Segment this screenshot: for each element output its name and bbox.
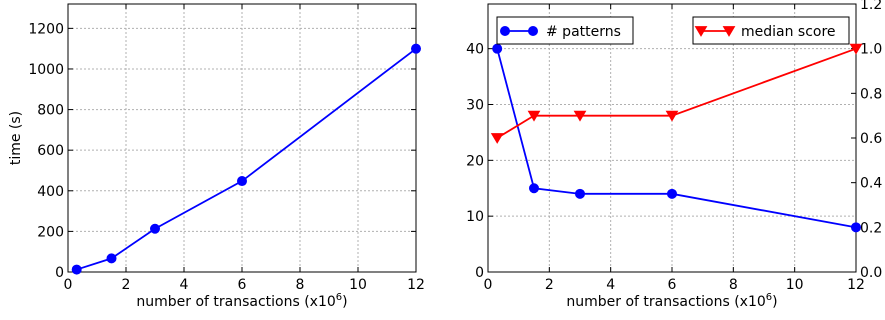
y-tick-label-right: 0.0 <box>860 265 882 281</box>
data-point <box>150 223 160 234</box>
y-tick-label: 0 <box>55 265 64 281</box>
data-point <box>527 110 541 122</box>
legend-label: median score <box>741 24 836 40</box>
y-tick-label-right: 1.0 <box>860 42 882 58</box>
legend-marker <box>528 26 538 36</box>
data-point <box>849 43 863 55</box>
x-tick-label: 8 <box>296 277 305 293</box>
y-tick-label: 200 <box>37 224 64 240</box>
x-tick-label: 4 <box>606 277 615 293</box>
data-point <box>71 264 82 275</box>
y-tick-label: 800 <box>37 103 64 119</box>
data-point <box>851 222 861 233</box>
x-tick-label: 6 <box>668 277 677 293</box>
x-tick-label: 10 <box>786 277 804 293</box>
x-tick-label: 0 <box>484 277 493 293</box>
series-line <box>76 47 417 271</box>
legend-patterns: # patterns <box>496 16 634 45</box>
series-line <box>496 47 857 139</box>
data-point <box>490 133 504 144</box>
x-tick-label: 2 <box>545 277 554 293</box>
y-tick-label-left: 10 <box>466 209 484 225</box>
data-point <box>667 188 677 199</box>
y-tick-label-left: 20 <box>466 153 484 169</box>
x-tick-label: 8 <box>729 277 738 293</box>
series-line <box>496 48 857 229</box>
y-tick-label: 1200 <box>28 21 64 37</box>
data-point <box>665 110 679 122</box>
patterns-score-chart: 0 2 4 6 8 10 12 0 10 20 30 40 0.0 0.2 0.4 0.6 0.8 1.0 1.2 n… <box>466 0 882 310</box>
y-tick-label-left: 0 <box>475 265 484 281</box>
x-tick-label: 4 <box>180 277 189 293</box>
data-point <box>529 183 539 194</box>
x-tick-label: 0 <box>64 277 73 293</box>
data-point <box>411 43 421 54</box>
y-tick-label-right: 0.2 <box>860 220 882 236</box>
x-axis-label: number of transactions (x106) <box>136 292 347 310</box>
x-tick-label: 10 <box>349 277 367 293</box>
data-point <box>575 188 585 199</box>
data-point <box>573 110 587 122</box>
data-point <box>237 176 247 187</box>
y-axis-label: time (s) <box>8 111 24 165</box>
y-tick-label-right: 0.8 <box>860 86 882 102</box>
x-tick-label: 12 <box>847 277 865 293</box>
legend-marker <box>500 26 510 36</box>
x-tick-label: 12 <box>407 277 425 293</box>
y-tick-label: 400 <box>37 184 64 200</box>
legend-median-score: median score <box>692 16 850 45</box>
x-tick-label: 6 <box>238 277 247 293</box>
data-point <box>106 253 117 264</box>
data-point <box>492 43 503 54</box>
y-tick-label-left: 30 <box>466 98 484 114</box>
x-tick-label: 2 <box>122 277 131 293</box>
time-chart: 0 2 4 6 8 10 12 0 200 400 600 800 1000 1200 time (s) nu… <box>8 3 425 310</box>
y-tick-label: 1000 <box>28 62 64 78</box>
y-tick-label-left: 40 <box>466 42 484 58</box>
legend-marker <box>722 26 736 37</box>
legend-label: # patterns <box>546 24 621 40</box>
y-tick-label-right: 0.4 <box>860 176 882 192</box>
y-tick-label: 600 <box>37 143 64 159</box>
y-tick-label-right: 0.6 <box>860 131 882 147</box>
y-tick-label-right: 1.2 <box>860 0 882 13</box>
x-axis-label: number of transactions (x106) <box>566 292 777 310</box>
legend-marker <box>694 26 708 37</box>
